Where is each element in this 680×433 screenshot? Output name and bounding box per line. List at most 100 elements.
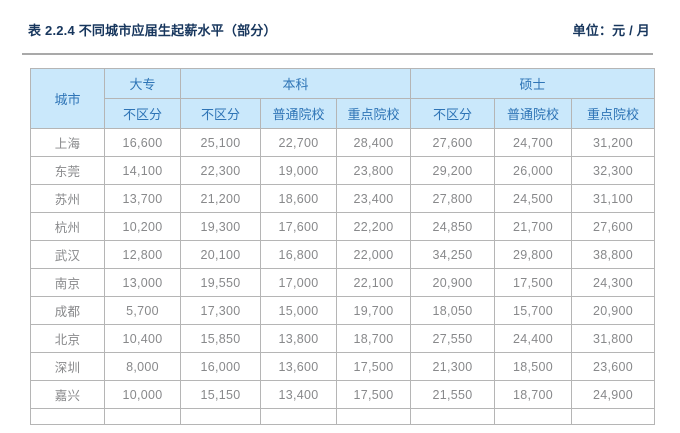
value-cell: 21,200 <box>180 184 261 213</box>
value-cell: 10,400 <box>104 324 181 353</box>
empty-cell <box>494 408 573 425</box>
value-cell: 29,200 <box>410 156 496 185</box>
city-cell: 成都 <box>30 296 105 325</box>
value-cell: 17,500 <box>335 380 412 409</box>
value-cell: 17,500 <box>494 268 573 297</box>
value-cell: 15,850 <box>180 324 261 353</box>
value-cell: 14,100 <box>104 156 181 185</box>
table-header: 城市 大专 本科 硕士 不区分 不区分 普通院校 重点院校 不区分 普通院校 重… <box>30 68 656 129</box>
table-row: 上海 16,600 25,100 22,700 28,400 27,600 24,700 31… <box>30 128 656 157</box>
value-cell: 19,300 <box>180 212 261 241</box>
value-cell: 20,900 <box>571 296 656 325</box>
value-cell: 27,600 <box>571 212 656 241</box>
value-cell: 23,400 <box>335 184 412 213</box>
value-cell: 13,400 <box>260 380 337 409</box>
header-sub-row: 不区分 不区分 普通院校 重点院校 不区分 普通院校 重点院校 <box>31 98 656 129</box>
value-cell: 24,500 <box>494 184 573 213</box>
table-row: 武汉 12,800 20,100 16,800 22,000 34,250 29,800 38… <box>30 240 656 269</box>
value-cell: 12,800 <box>104 240 181 269</box>
value-cell: 22,200 <box>335 212 412 241</box>
value-cell: 32,300 <box>571 156 656 185</box>
value-cell: 18,700 <box>494 380 573 409</box>
value-cell: 10,000 <box>104 380 181 409</box>
empty-cell <box>260 408 337 425</box>
salary-table: 城市 大专 本科 硕士 不区分 不区分 普通院校 重点院校 不区分 普通院校 重… <box>30 68 656 425</box>
value-cell: 18,700 <box>335 324 412 353</box>
header-jc-all: 不区分 <box>104 98 181 129</box>
value-cell: 25,100 <box>180 128 261 157</box>
value-cell: 29,800 <box>494 240 573 269</box>
value-cell: 19,000 <box>260 156 337 185</box>
value-cell: 21,300 <box>410 352 496 381</box>
header-group-bachelor: 本科 <box>179 68 412 99</box>
value-cell: 15,700 <box>494 296 573 325</box>
value-cell: 22,100 <box>335 268 412 297</box>
header-city: 城市 <box>30 68 105 129</box>
table-row: 成都 5,700 17,300 15,000 19,700 18,050 15,700 20,… <box>30 296 656 325</box>
value-cell: 21,550 <box>410 380 496 409</box>
city-cell: 武汉 <box>30 240 105 269</box>
value-cell: 34,250 <box>410 240 496 269</box>
value-cell: 24,400 <box>494 324 573 353</box>
table-caption: 表 2.2.4 不同城市应届生起薪水平（部分） <box>28 23 277 38</box>
value-cell: 31,100 <box>571 184 656 213</box>
header-group-row: 城市 大专 本科 硕士 <box>30 68 656 129</box>
unit-label: 单位：元 / 月 <box>572 23 650 38</box>
value-cell: 19,550 <box>180 268 261 297</box>
value-cell: 16,000 <box>180 352 261 381</box>
table-row: 南京 13,000 19,550 17,000 22,100 20,900 17,500 24… <box>30 268 656 297</box>
value-cell: 19,700 <box>335 296 412 325</box>
value-cell: 27,600 <box>410 128 496 157</box>
value-cell: 10,200 <box>104 212 181 241</box>
table-body: 上海 16,600 25,100 22,700 28,400 27,600 24,700 31… <box>30 128 656 425</box>
value-cell: 27,550 <box>410 324 496 353</box>
value-cell: 20,900 <box>410 268 496 297</box>
table-row: 嘉兴 10,000 15,150 13,400 17,500 21,550 18,700 24… <box>30 380 656 409</box>
value-cell: 17,600 <box>260 212 337 241</box>
value-cell: 13,700 <box>104 184 181 213</box>
value-cell: 22,000 <box>335 240 412 269</box>
value-cell: 16,800 <box>260 240 337 269</box>
empty-cell <box>104 408 181 425</box>
table-row: 深圳 8,000 16,000 13,600 17,500 21,300 18,500 23,… <box>30 352 656 381</box>
value-cell: 31,800 <box>571 324 656 353</box>
value-cell: 27,800 <box>410 184 496 213</box>
city-cell: 南京 <box>30 268 105 297</box>
value-cell: 17,500 <box>335 352 412 381</box>
table-row: 苏州 13,700 21,200 18,600 23,400 27,800 24,500 31… <box>30 184 656 213</box>
table-row: 东莞 14,100 22,300 19,000 23,800 29,200 26,000 32… <box>30 156 656 185</box>
value-cell: 28,400 <box>335 128 412 157</box>
value-cell: 5,700 <box>104 296 181 325</box>
header-ba-ordinary: 普通院校 <box>260 98 337 129</box>
empty-cell <box>571 408 656 425</box>
value-cell: 13,800 <box>260 324 337 353</box>
value-cell: 38,800 <box>571 240 656 269</box>
divider <box>22 53 653 55</box>
value-cell: 22,300 <box>180 156 261 185</box>
city-cell: 深圳 <box>30 352 105 381</box>
city-cell: 东莞 <box>30 156 105 185</box>
value-cell: 22,700 <box>260 128 337 157</box>
value-cell: 15,150 <box>180 380 261 409</box>
value-cell: 15,000 <box>260 296 337 325</box>
caption-bar: 表 2.2.4 不同城市应届生起薪水平（部分） 单位：元 / 月 <box>28 20 650 39</box>
table-row: 北京 10,400 15,850 13,800 18,700 27,550 24,400 31… <box>30 324 656 353</box>
value-cell: 31,200 <box>571 128 656 157</box>
value-cell: 20,100 <box>180 240 261 269</box>
value-cell: 17,300 <box>180 296 261 325</box>
value-cell: 24,850 <box>410 212 496 241</box>
header-ma-ordinary: 普通院校 <box>494 98 573 129</box>
value-cell: 24,300 <box>571 268 656 297</box>
empty-cell <box>335 408 412 425</box>
value-cell: 23,800 <box>335 156 412 185</box>
header-ma-key: 重点院校 <box>571 98 656 129</box>
value-cell: 17,000 <box>260 268 337 297</box>
header-ba-key: 重点院校 <box>335 98 412 129</box>
header-ba-all: 不区分 <box>180 98 261 129</box>
value-cell: 13,000 <box>104 268 181 297</box>
header-group-junior-college: 大专 <box>104 68 181 99</box>
value-cell: 18,600 <box>260 184 337 213</box>
header-ma-all: 不区分 <box>410 98 496 129</box>
city-cell: 嘉兴 <box>30 380 105 409</box>
value-cell: 8,000 <box>104 352 181 381</box>
